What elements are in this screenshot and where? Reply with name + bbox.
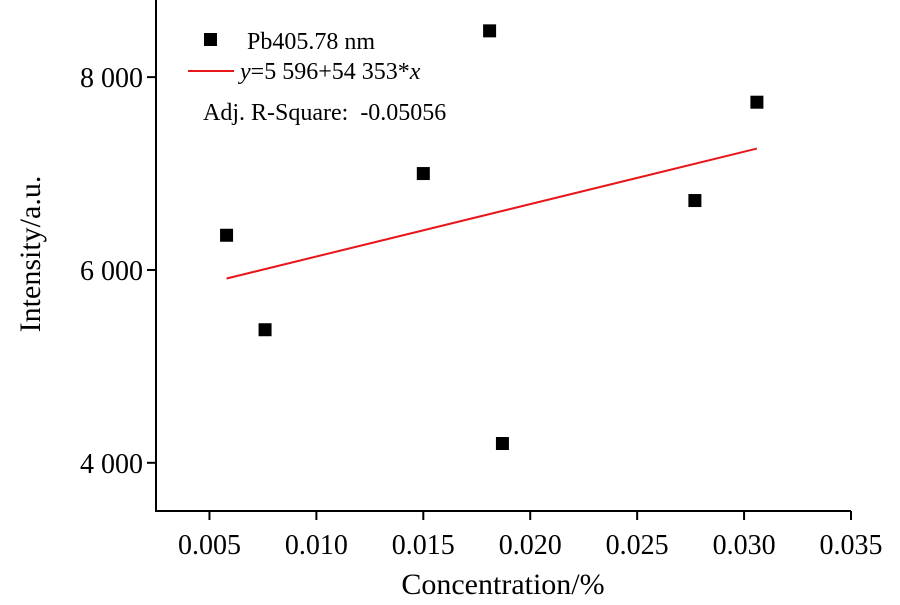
adj-r-square: Adj. R-Square: -0.05056	[203, 100, 446, 126]
data-point	[688, 194, 702, 208]
legend: Pb405.78 nm y=5 596+54 353*x Adj. R-Squa…	[188, 29, 446, 126]
y-tick-label: 4 000	[80, 449, 143, 480]
x-tick-label: 0.035	[820, 530, 883, 561]
legend-series-label: Pb405.78 nm	[247, 29, 375, 55]
legend-marker-square	[204, 33, 217, 46]
data-points	[220, 24, 764, 451]
x-axis-title: Concentration/%	[401, 568, 604, 601]
x-tick-label: 0.015	[392, 530, 455, 561]
x-axis-ticks: 0.005 0.010 0.015 0.020 0.025 0.030 0.035	[178, 511, 883, 561]
data-point	[483, 24, 497, 38]
fit-equation: y=5 596+54 353*x	[238, 59, 421, 85]
x-tick-label: 0.010	[285, 530, 348, 561]
x-tick-label: 0.025	[606, 530, 669, 561]
y-axis-title: Intensity/a.u.	[14, 176, 47, 333]
x-tick-label: 0.020	[499, 530, 562, 561]
data-point	[495, 437, 509, 451]
data-point	[750, 95, 764, 109]
data-point	[416, 167, 430, 181]
data-point	[220, 228, 234, 242]
y-axis-ticks: 4 000 6 000 8 000	[80, 63, 156, 480]
data-point	[258, 323, 272, 337]
y-tick-label: 6 000	[80, 256, 143, 287]
x-tick-label: 0.005	[178, 530, 241, 561]
x-tick-label: 0.030	[713, 530, 776, 561]
fit-line	[226, 147, 758, 280]
y-tick-label: 8 000	[80, 63, 143, 94]
